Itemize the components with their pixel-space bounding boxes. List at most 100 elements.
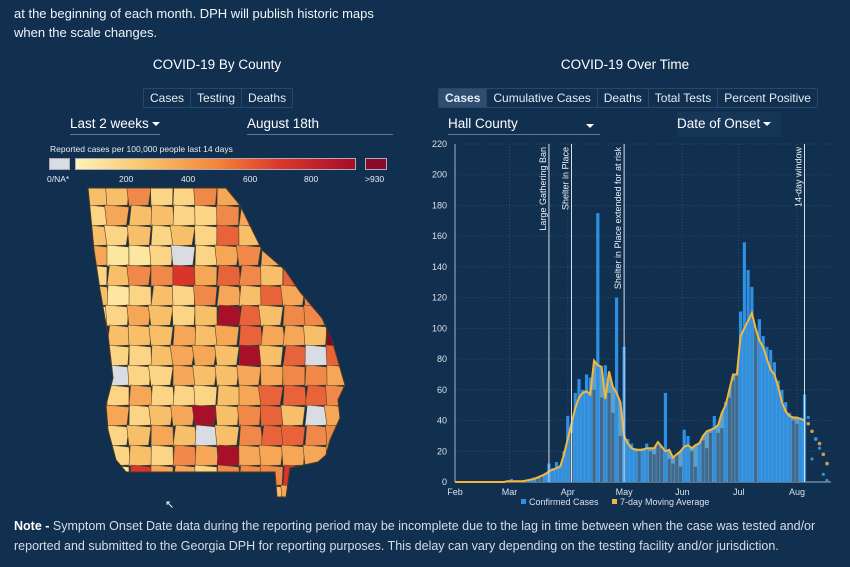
county[interactable] (216, 204, 240, 227)
county[interactable] (194, 264, 218, 287)
county[interactable] (258, 304, 284, 327)
county-dropdown[interactable]: Hall County (448, 116, 600, 135)
county-panel-title: COVID-19 By County (152, 57, 282, 72)
tab-deaths[interactable]: Deaths (248, 91, 287, 105)
case-bar (708, 432, 713, 482)
county[interactable] (147, 364, 174, 387)
county[interactable] (148, 404, 174, 427)
county[interactable] (215, 404, 240, 427)
case-bar (727, 397, 731, 482)
caret-down-icon (151, 122, 160, 127)
date-type-dropdown[interactable]: Date of Onset (677, 112, 781, 137)
county[interactable] (127, 364, 152, 387)
county[interactable] (214, 364, 240, 387)
tab-testing[interactable]: Testing (191, 89, 243, 107)
county[interactable] (126, 264, 152, 287)
county[interactable] (214, 244, 240, 267)
case-bar (723, 402, 728, 482)
case-bar (791, 420, 795, 482)
county[interactable] (192, 364, 218, 387)
legend-tick: 400 (181, 174, 196, 184)
county[interactable] (191, 344, 218, 367)
x-tick-label: Aug (789, 487, 805, 497)
case-bar (675, 454, 679, 482)
legend-gradient (75, 158, 356, 170)
case-bar (663, 392, 668, 482)
georgia-county-map[interactable] (0, 0, 430, 510)
case-bar (772, 362, 777, 482)
note-text: Note - Symptom Onset Date data during th… (14, 516, 844, 556)
date-dropdown[interactable]: August 18th (247, 116, 393, 135)
date-type-dropdown-value: Date of Onset (677, 116, 761, 131)
case-bar (554, 462, 559, 482)
incomplete-average-point (806, 421, 811, 426)
county[interactable] (105, 304, 130, 327)
county[interactable] (235, 244, 262, 267)
county[interactable] (170, 404, 196, 427)
county[interactable] (104, 204, 130, 227)
county[interactable] (260, 284, 284, 307)
case-bar (765, 346, 769, 482)
county[interactable] (149, 244, 174, 267)
intro-line: at the beginning of each month. DPH will… (14, 6, 374, 21)
county[interactable] (169, 224, 196, 247)
tab-deaths[interactable]: Deaths (598, 89, 649, 107)
y-tick-label: 0 (442, 477, 447, 487)
legend-na-label: 0/NA* (47, 174, 70, 184)
county[interactable] (127, 324, 152, 347)
case-bar (539, 475, 544, 482)
county[interactable] (169, 344, 196, 367)
county[interactable] (103, 224, 130, 247)
county[interactable] (193, 185, 218, 207)
tab-cases[interactable]: Cases (439, 89, 488, 107)
case-bar (682, 429, 686, 482)
county[interactable] (193, 284, 218, 307)
moving-average-line (455, 310, 805, 483)
y-tick-label: 40 (437, 416, 447, 426)
county[interactable] (126, 185, 152, 207)
county[interactable] (214, 424, 240, 447)
county[interactable] (105, 185, 130, 207)
county[interactable] (191, 404, 218, 427)
tab-cumulative-cases[interactable]: Cumulative Cases (487, 89, 598, 107)
county[interactable] (170, 244, 196, 267)
annotation-label: Shelter in Place (560, 147, 570, 210)
case-bar (611, 412, 615, 482)
county[interactable] (126, 424, 152, 447)
case-bar (799, 417, 803, 482)
tab-percent-positive[interactable]: Percent Positive (724, 91, 811, 105)
county[interactable] (147, 304, 174, 327)
case-bar (761, 336, 765, 482)
period-dropdown[interactable]: Last 2 weeks (70, 116, 160, 135)
time-tabs: Cases Cumulative Cases Deaths Total Test… (438, 88, 818, 108)
county[interactable] (214, 324, 240, 347)
county[interactable] (303, 324, 328, 347)
case-bar (614, 297, 619, 482)
legend-max-label: >930 (365, 174, 385, 184)
tab-cases[interactable]: Cases (144, 89, 192, 107)
county[interactable] (150, 185, 174, 207)
y-tick-label: 60 (437, 385, 447, 395)
case-bar (599, 397, 604, 482)
legend-max-swatch (365, 158, 387, 170)
county[interactable] (172, 284, 196, 307)
x-tick-label: Jul (733, 487, 745, 497)
annotation-label: Shelter in Place extended for at risk (613, 147, 623, 290)
case-bar (712, 415, 716, 482)
county[interactable] (260, 364, 284, 387)
county[interactable] (258, 344, 284, 367)
county[interactable] (257, 384, 284, 407)
legend-cases-swatch (521, 499, 526, 504)
county[interactable] (280, 404, 306, 427)
county[interactable] (171, 304, 196, 327)
annotation-label: Large Gathering Ban (538, 147, 548, 231)
county[interactable] (237, 404, 262, 427)
county[interactable] (258, 444, 284, 467)
caret-down-icon (763, 122, 772, 127)
case-bar (641, 448, 645, 482)
case-bar (671, 463, 675, 482)
x-tick-label: May (616, 487, 634, 497)
case-bar (795, 423, 799, 482)
tab-total-tests[interactable]: Total Tests (649, 89, 719, 107)
incomplete-average-point (810, 429, 814, 434)
